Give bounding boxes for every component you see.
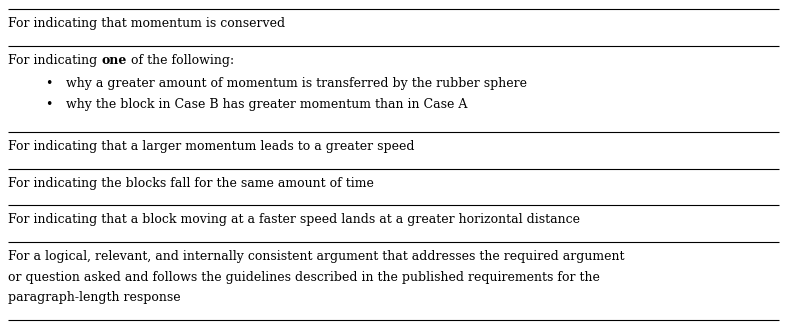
Text: For indicating that momentum is conserved: For indicating that momentum is conserve… bbox=[8, 17, 285, 31]
Text: or question asked and follows the guidelines described in the published requirem: or question asked and follows the guidel… bbox=[8, 271, 600, 284]
Text: why a greater amount of momentum is transferred by the rubber sphere: why a greater amount of momentum is tran… bbox=[66, 77, 527, 90]
Text: •: • bbox=[45, 77, 53, 90]
Text: For indicating that a larger momentum leads to a greater speed: For indicating that a larger momentum le… bbox=[8, 140, 415, 153]
Text: •: • bbox=[45, 97, 53, 111]
Text: why the block in Case B has greater momentum than in Case A: why the block in Case B has greater mome… bbox=[66, 97, 467, 111]
Text: For indicating that a block moving at a faster speed lands at a greater horizont: For indicating that a block moving at a … bbox=[8, 214, 580, 226]
Text: of the following:: of the following: bbox=[127, 54, 234, 67]
Text: For indicating: For indicating bbox=[8, 54, 102, 67]
Text: For indicating the blocks fall for the same amount of time: For indicating the blocks fall for the s… bbox=[8, 177, 374, 190]
Text: one: one bbox=[102, 54, 127, 67]
Text: paragraph-length response: paragraph-length response bbox=[8, 291, 181, 304]
Text: For a logical, relevant, and internally consistent argument that addresses the r: For a logical, relevant, and internally … bbox=[8, 250, 625, 263]
